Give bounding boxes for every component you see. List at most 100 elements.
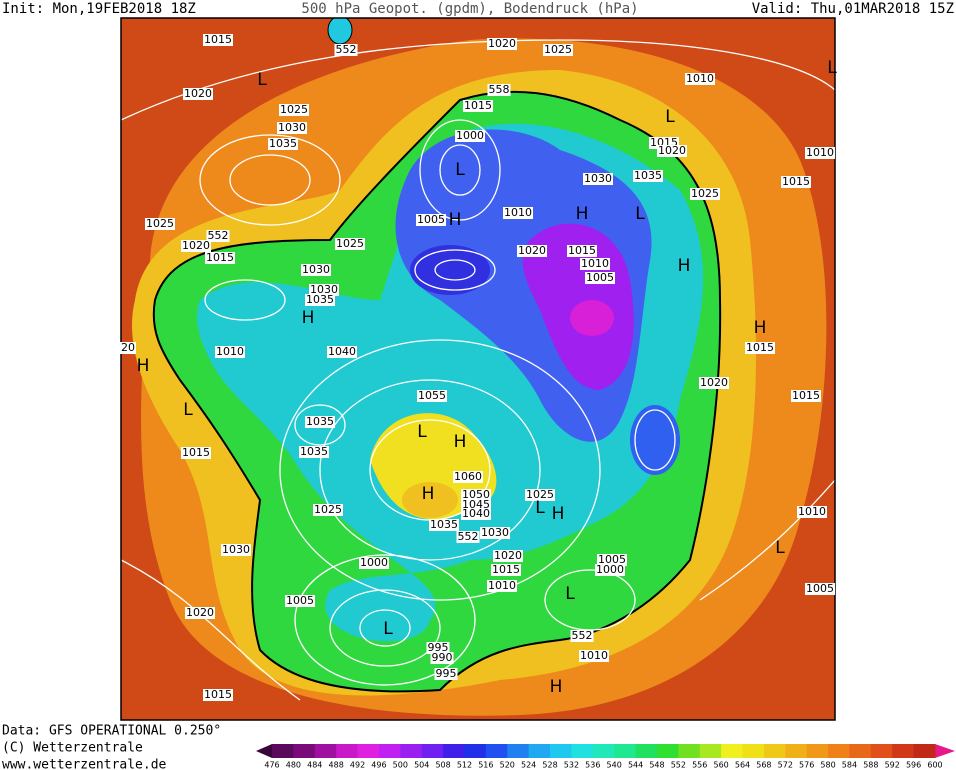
label-box: [305, 416, 335, 428]
scale-box: [913, 744, 936, 758]
scale-label: 484: [307, 761, 322, 770]
pressure-center: H: [576, 204, 589, 224]
label-box: [430, 652, 454, 664]
isobar-label: 1035: [300, 445, 328, 458]
scale-arrow-high: [935, 744, 955, 758]
isobar-label: 1050: [462, 488, 490, 501]
scale-box: [314, 744, 337, 758]
label-box: [305, 294, 335, 306]
scale-label: 556: [692, 761, 707, 770]
scale-label: 532: [564, 761, 579, 770]
isobar-label: 1020: [518, 244, 546, 257]
pressure-center: H: [754, 318, 767, 338]
isobar-label: 1030: [584, 172, 612, 185]
label-box: [487, 84, 511, 96]
map-title: 500 hPa Geopot. (gpdm), Bodendruck (hPa): [301, 1, 638, 17]
scale-box: [828, 744, 850, 758]
scale-box: [592, 744, 615, 758]
isobar-label: 558: [489, 83, 510, 96]
label-box: [487, 38, 517, 50]
isobar-label: 1035: [306, 415, 334, 428]
isobar-label: 1055: [418, 389, 446, 402]
isobar-label: 1040: [328, 345, 356, 358]
scale-box: [635, 744, 658, 758]
field-blue-low: [630, 405, 680, 475]
scale-box: [742, 744, 765, 758]
scale-box: [421, 744, 444, 758]
data-source: Data: GFS OPERATIONAL 0.250°: [2, 724, 221, 739]
scale-label: 540: [607, 761, 622, 770]
pressure-center: L: [665, 107, 675, 127]
isobar-label: 1030: [278, 121, 306, 134]
scale-label: 536: [585, 761, 600, 770]
isobar-label: 1045: [462, 498, 490, 511]
field-magenta: [570, 300, 614, 336]
field-blue-low: [410, 245, 490, 295]
isobar-label: 1025: [691, 187, 719, 200]
label-box: [491, 564, 521, 576]
pressure-center: H: [454, 432, 467, 452]
isobar-label: 1025: [146, 217, 174, 230]
isobar-label: 1010: [580, 649, 608, 662]
isobar-label: 1025: [280, 103, 308, 116]
label-box: [570, 630, 594, 642]
isobar-label: 1020: [488, 37, 516, 50]
isobar-label: 1040: [462, 507, 490, 520]
scale-box: [763, 744, 786, 758]
isobar-label: 1020: [186, 606, 214, 619]
scale-label: 544: [628, 761, 643, 770]
isobar-label: 1010: [686, 72, 714, 85]
isobar-label: 1020: [184, 87, 212, 100]
isobar-label: 1000: [360, 556, 388, 569]
scale-box: [571, 744, 594, 758]
isobar-label: 1010: [488, 579, 516, 592]
label-box: [453, 471, 483, 483]
scale-box: [464, 744, 487, 758]
pressure-center: L: [535, 498, 545, 518]
isobar-label: 1010: [806, 146, 834, 159]
scale-arrow-low: [256, 744, 272, 758]
pressure-center: L: [635, 204, 645, 224]
isobar-label: 552: [336, 43, 357, 56]
scale-label: 480: [286, 761, 301, 770]
label-box: [181, 447, 211, 459]
scale-box: [849, 744, 872, 758]
isobar-label: 1015: [568, 244, 596, 257]
scale-label: 492: [350, 761, 365, 770]
isobar-label: 1005: [417, 213, 445, 226]
isobar-label: 1025: [314, 503, 342, 516]
label-box: [791, 390, 821, 402]
isobar-label: 1025: [336, 237, 364, 250]
isobars: [121, 39, 835, 701]
isobar-label: 20: [121, 341, 135, 354]
isobar-label: 1030: [302, 263, 330, 276]
scale-box: [336, 744, 359, 758]
label-box: [181, 240, 211, 252]
label-box: [461, 489, 491, 501]
scale-label: 600: [927, 761, 942, 770]
isobar-label: 1030: [481, 526, 509, 539]
pressure-center: L: [455, 160, 465, 180]
label-box: [517, 245, 547, 257]
scale-label: 524: [521, 761, 536, 770]
label-box: [583, 173, 613, 185]
isobar-label: 1015: [204, 688, 232, 701]
label-box: [203, 689, 233, 701]
scale-label: 552: [671, 761, 686, 770]
label-box: [206, 230, 230, 242]
label-box: [503, 207, 533, 219]
isobar-label: 1015: [464, 99, 492, 112]
label-box: [567, 245, 597, 257]
label-box: [745, 342, 775, 354]
isobar-label: 1005: [598, 553, 626, 566]
isobar-label: 1010: [581, 257, 609, 270]
pressure-center: L: [417, 422, 427, 442]
scale-label: 500: [393, 761, 408, 770]
pressure-center: H: [552, 504, 565, 524]
scale-box: [870, 744, 893, 758]
label-box: [805, 147, 835, 159]
label-box: [327, 346, 357, 358]
label-box: [579, 650, 609, 662]
